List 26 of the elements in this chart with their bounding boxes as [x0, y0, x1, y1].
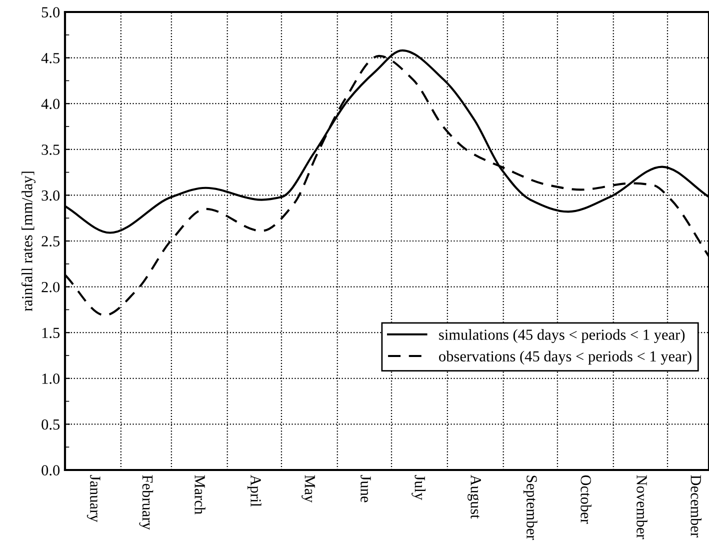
x-tick-label: October [580, 475, 592, 524]
x-tick-label: December [690, 475, 702, 538]
y-tick-label: 2.0 [42, 282, 60, 292]
x-tick-label: June [360, 475, 371, 502]
x-tick-label: March [194, 475, 206, 514]
y-tick-label: 0.5 [42, 419, 60, 430]
x-tick-label: August [468, 474, 481, 519]
x-tick-label: May [302, 475, 315, 503]
y-tick-label: 3.5 [42, 144, 60, 155]
legend-label: observations (45 days < periods < 1 year) [439, 350, 692, 365]
x-tick-label: November [636, 475, 648, 540]
y-tick-label: 2.5 [42, 236, 60, 247]
x-tick-label: January [86, 475, 100, 522]
y-tick-label: 1.0 [42, 374, 60, 384]
y-tick-label: 1.5 [42, 328, 60, 338]
y-tick-label: 4.5 [41, 53, 60, 64]
x-tick-label: July [412, 475, 426, 500]
x-tick-label: February [139, 475, 154, 530]
x-tick-label: April [247, 474, 262, 507]
y-tick-label: 3.0 [42, 190, 60, 201]
y-axis-title: rainfall rates [mm/day] [21, 172, 36, 312]
y-tick-label: 0.0 [42, 465, 60, 476]
y-tick-label: 5.0 [42, 7, 60, 18]
y-tick-label: 4.0 [41, 98, 60, 110]
x-tick-label: September [523, 476, 538, 540]
legend-label: simulations (45 days < periods < 1 year) [439, 329, 685, 344]
